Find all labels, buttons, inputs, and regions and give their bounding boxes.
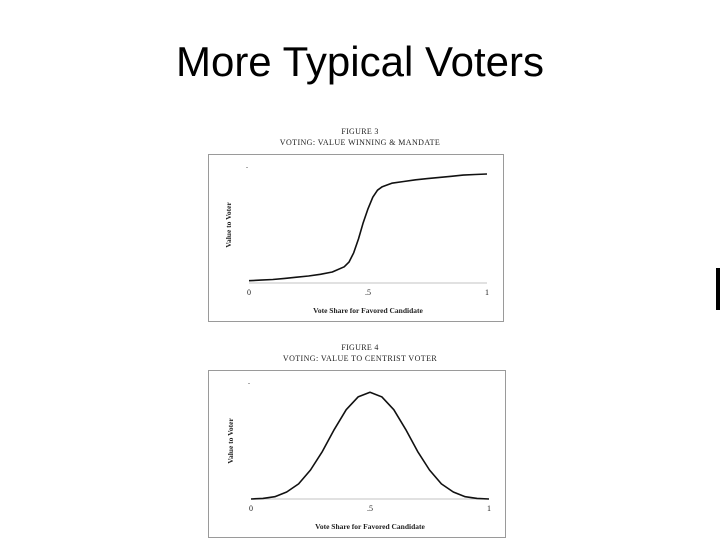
- figure-3-caption: FIGURE 3 VOTING: VALUE WINNING & MANDATE: [0, 126, 720, 148]
- edge-marker: [716, 268, 720, 310]
- x-tick-label: .5: [365, 288, 371, 297]
- figure-4-caption: FIGURE 4 VOTING: VALUE TO CENTRIST VOTER: [0, 342, 720, 364]
- x-axis-title: Vote Share for Favored Candidate: [315, 522, 425, 531]
- x-tick-label: 1: [487, 504, 491, 513]
- x-tick-label: 0: [249, 504, 253, 513]
- x-tick-label: 1: [485, 288, 489, 297]
- x-axis-title: Vote Share for Favored Candidate: [313, 306, 423, 315]
- x-tick-label: 0: [247, 288, 251, 297]
- slide-title: More Typical Voters: [175, 38, 545, 85]
- figure-3-label: FIGURE 3: [341, 127, 379, 136]
- x-tick-label: .5: [367, 504, 373, 513]
- y-axis-title: Value to Voter: [224, 202, 233, 248]
- figure-4-title: VOTING: VALUE TO CENTRIST VOTER: [282, 354, 438, 363]
- figure-3-plot: 0 .5 1. Vote Share for Favored Candidate Val…: [224, 161, 489, 315]
- y-tick-label: .: [248, 377, 250, 386]
- figure-3-chart: 0 .5 1. Vote Share for Favored Candidate Val…: [208, 154, 504, 322]
- figure-4-chart: 0 .5 1. Vote Share for Favored Candidate Val…: [208, 370, 506, 538]
- y-tick-label: .: [246, 161, 248, 170]
- figure-4-plot: 0 .5 1. Vote Share for Favored Candidate Val…: [226, 377, 491, 531]
- figure-4-label: FIGURE 4: [341, 343, 379, 352]
- series-line: [250, 391, 490, 500]
- figure-3-title: VOTING: VALUE WINNING & MANDATE: [279, 138, 441, 147]
- y-axis-title: Value to Voter: [226, 418, 235, 464]
- series-line: [248, 173, 488, 282]
